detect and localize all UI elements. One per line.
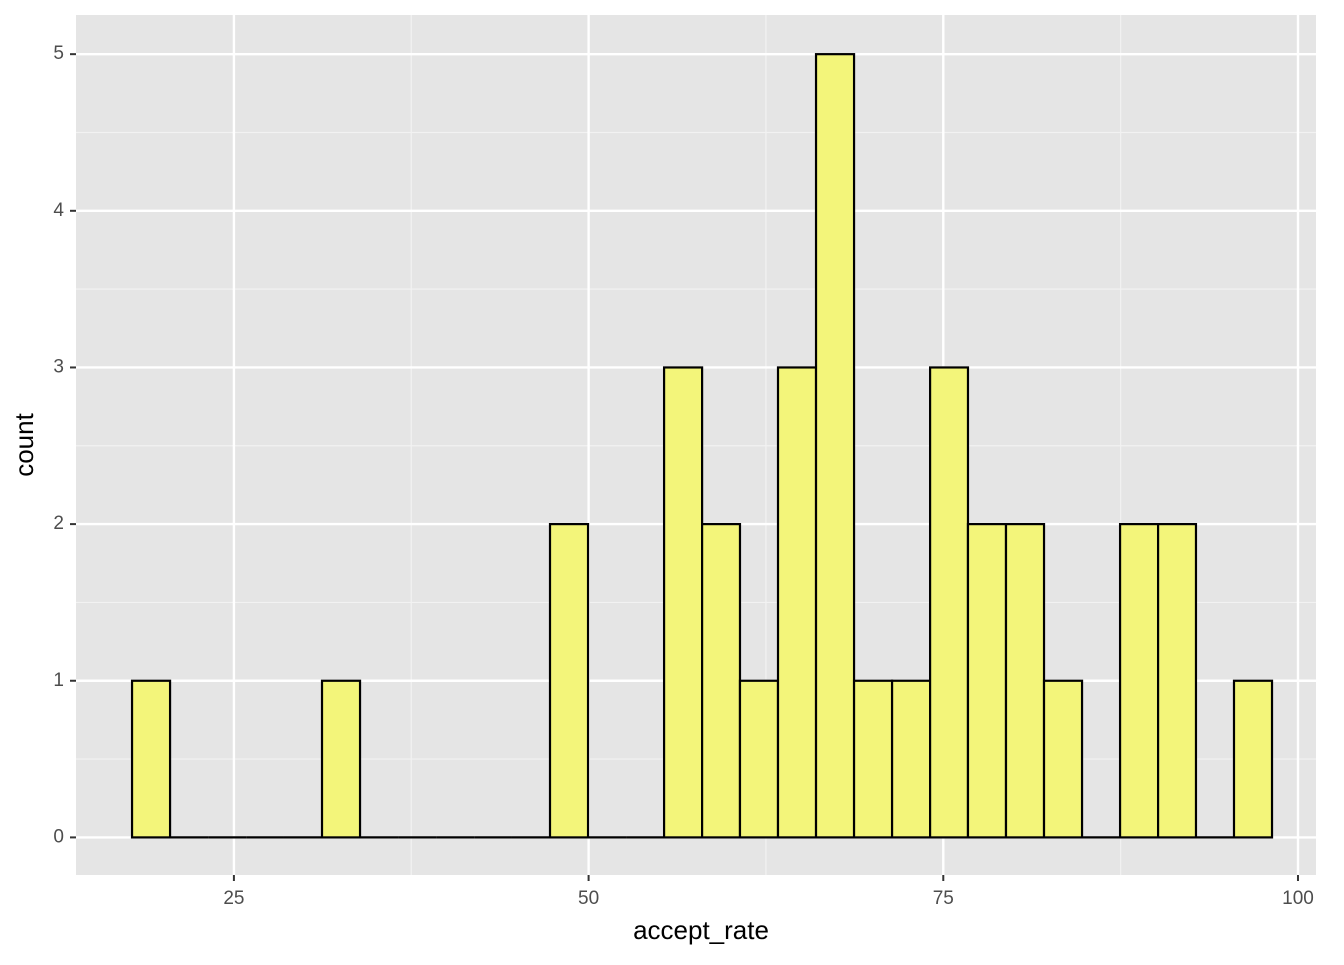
bar — [320, 679, 362, 839]
x-tick-label: 100 — [1282, 888, 1314, 909]
bar — [966, 523, 1008, 839]
bar — [548, 523, 590, 839]
y-tick-label: 0 — [53, 826, 64, 847]
bar — [928, 366, 970, 839]
bar — [890, 679, 932, 839]
bar — [130, 679, 172, 839]
bar — [701, 523, 742, 839]
y-axis-label: count — [9, 412, 39, 476]
bar — [776, 366, 818, 839]
x-tick-label: 75 — [933, 888, 954, 909]
bar — [662, 366, 704, 839]
bar — [1118, 523, 1160, 839]
bar — [1232, 679, 1274, 839]
x-tick-label: 25 — [223, 888, 244, 909]
y-tick-label: 3 — [53, 356, 64, 377]
bar — [738, 679, 780, 839]
y-tick-label: 2 — [53, 513, 64, 534]
bar — [1004, 523, 1046, 839]
bar — [852, 679, 894, 839]
x-axis-label: accept_rate — [633, 915, 769, 945]
y-tick-label: 1 — [53, 670, 64, 691]
bar — [814, 53, 856, 839]
y-tick-label: 5 — [53, 43, 64, 64]
y-tick-label: 4 — [53, 200, 64, 221]
bar — [1042, 679, 1084, 839]
x-tick-label: 50 — [578, 888, 599, 909]
bar — [1156, 523, 1198, 839]
